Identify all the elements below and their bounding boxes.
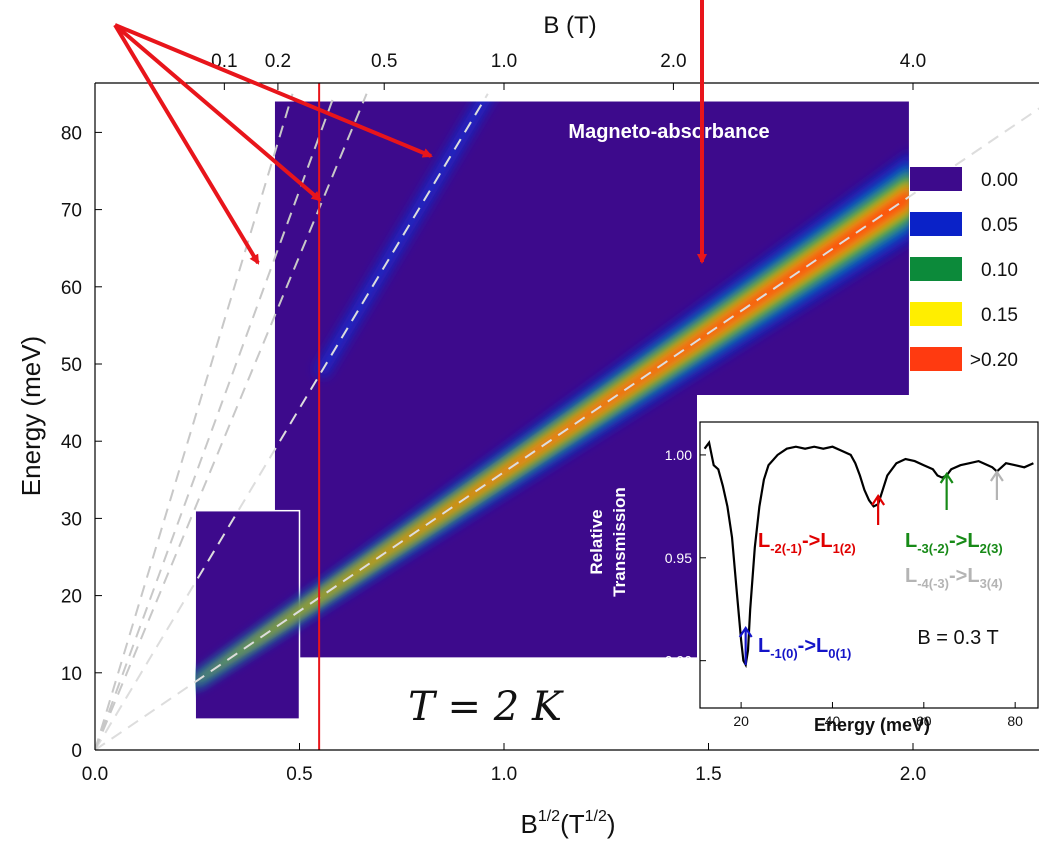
legend-swatch — [910, 212, 962, 236]
dashed-line-3 — [95, 93, 368, 750]
y-tick-label: 80 — [61, 123, 82, 144]
y-axis-label: Energy (meV) — [16, 336, 46, 496]
inset-x-label: Energy (meV) — [814, 715, 930, 735]
inset-y-tick-label: 0.95 — [665, 550, 692, 566]
x-tick-label: 1.5 — [695, 764, 721, 785]
dashed-line-2 — [95, 93, 489, 750]
top-tick-label: 2.0 — [660, 51, 686, 72]
inset-y-label-line1: Relative — [587, 509, 606, 574]
legend-label: 0.00 — [981, 170, 1018, 191]
x-axis-ticks: 0.0 0.5 1.0 1.5 2.0 — [82, 743, 926, 785]
inset-axes: 20 40 60 80 0.90 0.95 1.00 — [665, 421, 1039, 729]
top-tick-label: 0.5 — [371, 51, 397, 72]
top-tick-label: 1.0 — [491, 51, 517, 72]
inset-background — [697, 395, 1039, 740]
legend-swatch — [910, 302, 962, 326]
annotation-arrows — [113, 0, 707, 265]
x-tick-label: 2.0 — [900, 764, 926, 785]
inset-x-tick-label: 60 — [916, 713, 932, 729]
transition-label: L-4(-3)->L3(4) — [905, 565, 1003, 591]
inset-y-label-line2: Transmission — [610, 487, 629, 597]
y-tick-label: 40 — [61, 432, 82, 453]
top-tick-label: 0.2 — [265, 51, 291, 72]
y-tick-label: 60 — [61, 278, 82, 299]
transition-label: L-3(-2)->L2(3) — [905, 530, 1003, 556]
y-axis-ticks: 0 10 20 30 40 50 60 70 80 — [61, 123, 102, 762]
chart-title: Magneto-absorbance — [568, 121, 769, 143]
top-tick-label: 4.0 — [900, 51, 926, 72]
y-tick-label: 0 — [71, 741, 82, 762]
annotation-arrow-1 — [113, 23, 260, 265]
y-tick-label: 20 — [61, 587, 82, 608]
annotation-arrow-2 — [113, 23, 322, 202]
inset-y-tick-label: 0.90 — [665, 653, 692, 669]
dashed-guide-lines — [95, 93, 1039, 750]
transition-arrow-head — [989, 470, 1004, 482]
top-axis-label: B (T) — [543, 12, 596, 39]
band-layer-4 — [195, 177, 909, 685]
inset-field-label: B = 0.3 T — [917, 627, 998, 649]
inset-x-tick-label: 80 — [1007, 713, 1023, 729]
temperature-label: T = 2 K — [408, 684, 564, 730]
y-tick-label: 50 — [61, 355, 82, 376]
legend-label: 0.10 — [981, 260, 1018, 281]
dashed-line-5 — [95, 93, 294, 750]
inset-y-tick-label: 1.00 — [665, 447, 692, 463]
annotation-arrow-3 — [114, 23, 433, 158]
y-tick-label: 30 — [61, 509, 82, 530]
inset-spectrum: 20 40 60 80 0.90 0.95 1.00 Energy (meV) Relati… — [587, 395, 1039, 740]
x-tick-label: 0.0 — [82, 764, 108, 785]
band-layer-5 — [195, 183, 909, 684]
legend: 0.00 0.05 0.10 0.15 >0.20 — [910, 167, 1018, 371]
legend-swatch — [910, 347, 962, 371]
transition-label: L-1(0)->L0(1) — [758, 635, 851, 661]
legend-swatch — [910, 257, 962, 281]
inset-x-tick-label: 20 — [733, 713, 749, 729]
y-tick-label: 70 — [61, 201, 82, 222]
x-tick-label: 0.5 — [286, 764, 312, 785]
inset-frame — [699, 421, 1039, 709]
y-tick-label: 10 — [61, 664, 82, 685]
legend-label: >0.20 — [970, 350, 1018, 371]
legend-label: 0.15 — [981, 305, 1018, 326]
transition-label: L-2(-1)->L1(2) — [758, 530, 856, 556]
legend-label: 0.05 — [981, 215, 1018, 236]
transition-arrow-head — [738, 626, 753, 638]
transition-labels: L-1(0)->L0(1) L-2(-1)->L1(2) L-3(-2)->L2(3… — [738, 470, 1004, 665]
dashed-line-4 — [95, 93, 336, 750]
transition-arrow-head — [871, 494, 886, 506]
transition-arrow-head — [939, 472, 954, 484]
inset-x-tick-label: 40 — [825, 713, 841, 729]
legend-swatch — [910, 167, 962, 191]
x-axis-label: B1/2(T1/2) — [520, 808, 615, 839]
dashed-line-1 — [95, 107, 1039, 750]
inset-transmission-curve — [703, 439, 1034, 669]
x-tick-label: 1.0 — [491, 764, 517, 785]
absorbance-bands — [195, 101, 909, 692]
